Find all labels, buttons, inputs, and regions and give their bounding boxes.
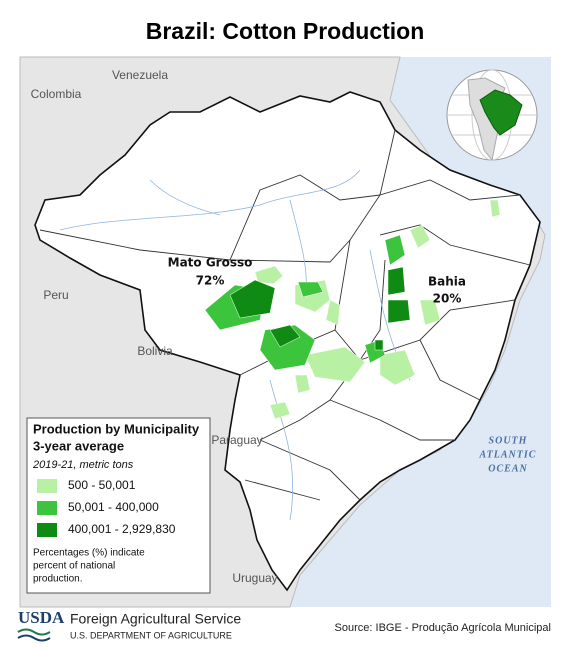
production-area bbox=[304, 346, 366, 383]
legend-note: production. bbox=[33, 574, 82, 585]
globe-inset bbox=[446, 69, 538, 162]
country-label: Venezuela bbox=[112, 68, 168, 82]
production-area bbox=[374, 339, 384, 351]
ocean-label: ATLANTIC bbox=[479, 449, 537, 460]
source: Source: IBGE - Produção Agrícola Municip… bbox=[335, 622, 551, 634]
legend-label: 400,001 - 2,929,830 bbox=[68, 522, 176, 536]
ocean-label: SOUTH bbox=[489, 435, 528, 446]
production-area bbox=[254, 265, 284, 285]
production-area bbox=[294, 374, 311, 394]
agency: Foreign Agricultural Service bbox=[70, 611, 241, 627]
production-areas bbox=[204, 199, 501, 420]
legend-swatch bbox=[37, 479, 57, 493]
production-area bbox=[379, 349, 416, 386]
production-area bbox=[269, 324, 301, 348]
legend-label: 50,001 - 400,000 bbox=[68, 500, 159, 514]
production-area bbox=[229, 279, 276, 319]
legend-note: percent of national bbox=[33, 561, 115, 572]
country-label: Paraguay bbox=[211, 433, 262, 447]
state-share: 20% bbox=[433, 292, 462, 306]
legend-items: 500 - 50,001 50,001 - 400,000 400,001 - 2,… bbox=[37, 478, 176, 537]
production-area bbox=[297, 281, 324, 298]
department: U.S. DEPARTMENT OF AGRICULTURE bbox=[70, 630, 232, 640]
production-area bbox=[387, 299, 411, 324]
usda-logo: USDA bbox=[18, 608, 65, 627]
logo-wave bbox=[17, 634, 51, 642]
production-area bbox=[269, 401, 291, 420]
state-share: 72% bbox=[196, 274, 225, 288]
legend-title: 3-year average bbox=[33, 438, 124, 453]
state-label: Bahia bbox=[428, 275, 466, 289]
logo-wave bbox=[17, 628, 51, 636]
map: Venezuela Colombia Peru Bolivia Paraguay… bbox=[19, 56, 551, 608]
country-label: Uruguay bbox=[232, 571, 277, 585]
legend-title: Production by Municipality bbox=[33, 421, 200, 436]
legend-swatch bbox=[37, 523, 57, 537]
production-area bbox=[325, 299, 341, 326]
ocean-label: OCEAN bbox=[488, 463, 527, 474]
production-area bbox=[387, 266, 406, 296]
production-area bbox=[419, 299, 441, 326]
legend-label: 500 - 50,001 bbox=[68, 478, 136, 492]
production-area bbox=[409, 224, 431, 249]
legend-subtitle: 2019-21, metric tons bbox=[32, 459, 134, 471]
legend-box bbox=[26, 417, 211, 594]
country-label: Colombia bbox=[31, 87, 82, 101]
title: Brazil: Cotton Production bbox=[146, 18, 425, 44]
country-label: Bolivia bbox=[137, 344, 173, 358]
production-area bbox=[489, 199, 501, 218]
production-area bbox=[384, 234, 406, 266]
footer: USDA Foreign Agricultural Service U.S. D… bbox=[17, 608, 551, 642]
legend: Production by Municipality 3-year averag… bbox=[26, 417, 211, 594]
legend-note: Percentages (%) indicate bbox=[33, 548, 145, 559]
country-label: Peru bbox=[43, 288, 68, 302]
legend-swatch bbox=[37, 501, 57, 515]
state-label: Mato Grosso bbox=[168, 256, 253, 270]
